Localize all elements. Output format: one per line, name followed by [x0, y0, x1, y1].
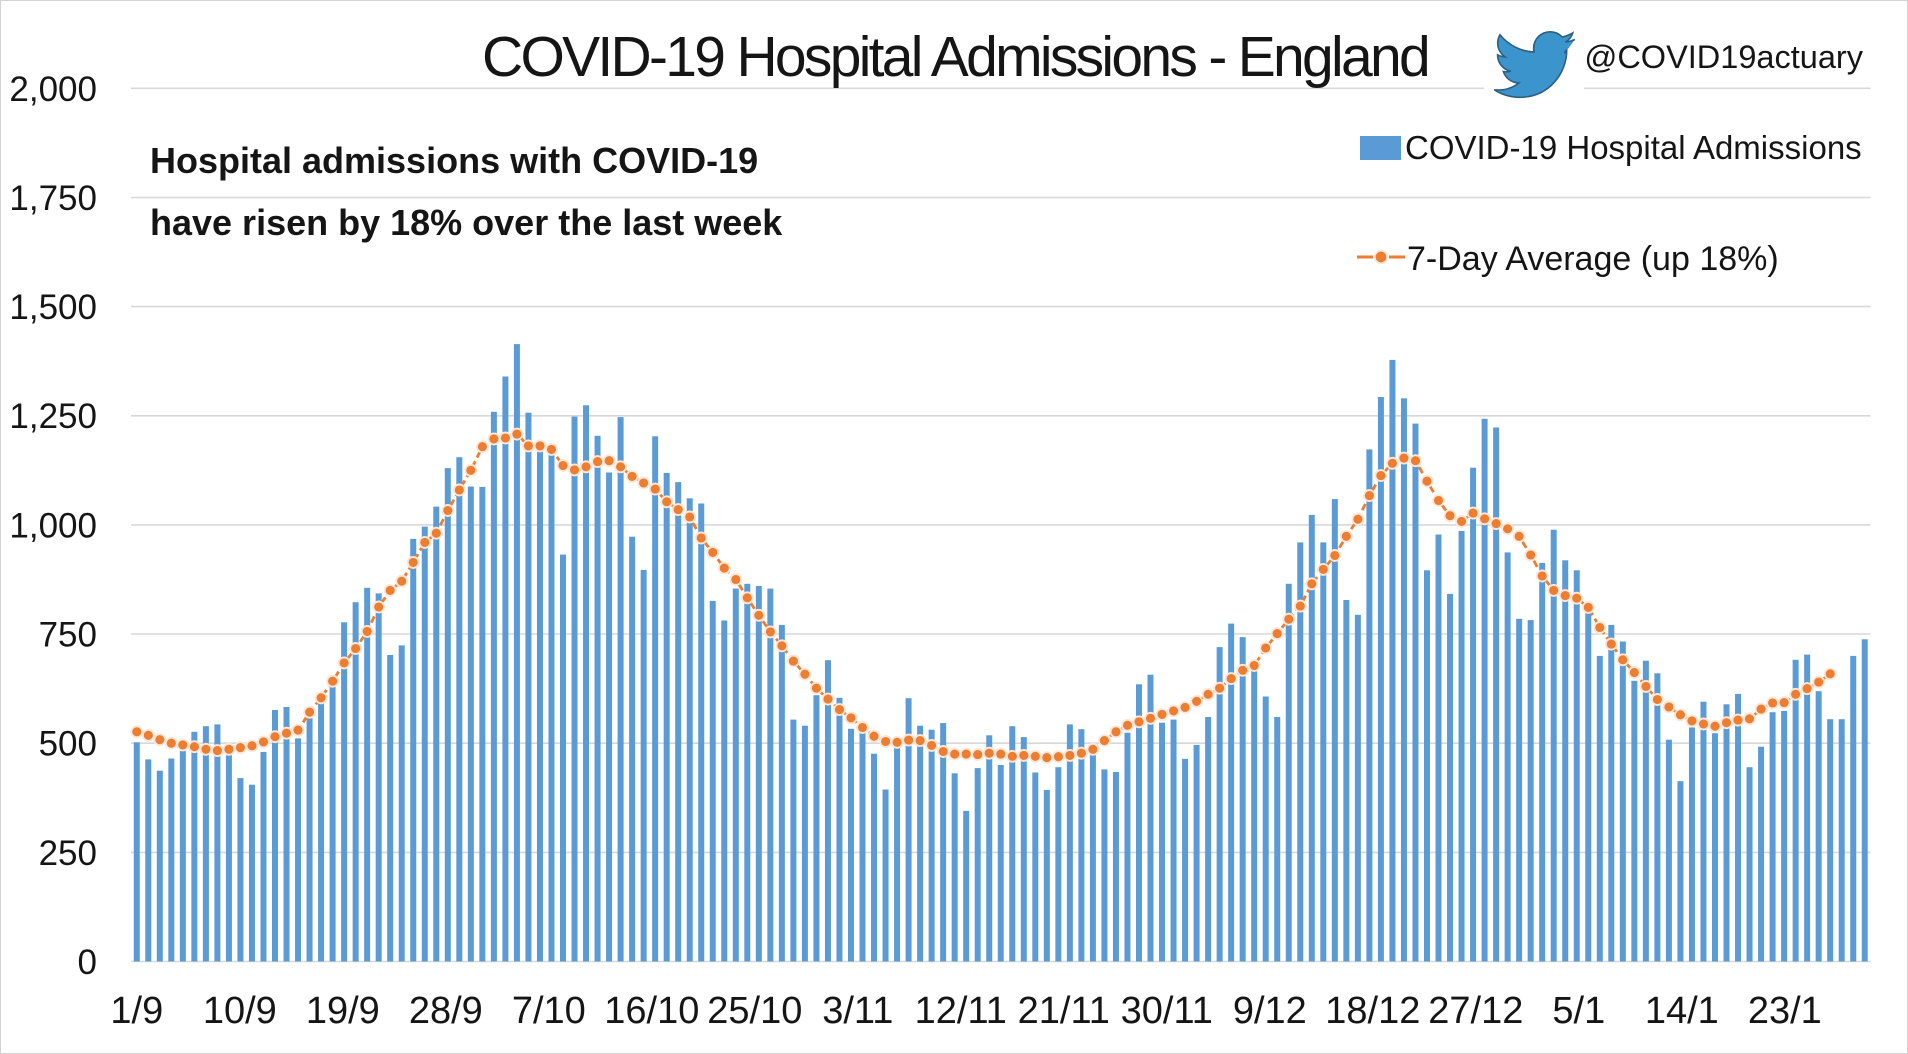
svg-text:3/11: 3/11 — [822, 990, 893, 1032]
svg-text:1,250: 1,250 — [9, 397, 97, 436]
svg-text:2,000: 2,000 — [9, 70, 97, 109]
svg-text:9/12: 9/12 — [1233, 990, 1307, 1032]
svg-text:1,500: 1,500 — [9, 288, 97, 327]
svg-text:250: 250 — [39, 834, 97, 873]
svg-text:30/11: 30/11 — [1121, 990, 1213, 1032]
svg-text:23/1: 23/1 — [1748, 990, 1822, 1032]
svg-text:0: 0 — [78, 943, 97, 982]
svg-text:1,000: 1,000 — [9, 506, 97, 545]
svg-text:28/9: 28/9 — [409, 990, 483, 1032]
svg-text:19/9: 19/9 — [306, 990, 380, 1032]
svg-text:25/10: 25/10 — [707, 990, 802, 1032]
svg-text:500: 500 — [39, 725, 97, 764]
svg-text:14/1: 14/1 — [1645, 990, 1719, 1032]
svg-text:1,750: 1,750 — [9, 179, 97, 218]
svg-text:1/9: 1/9 — [110, 990, 163, 1032]
svg-text:12/11: 12/11 — [915, 990, 1007, 1032]
svg-text:21/11: 21/11 — [1018, 990, 1110, 1032]
svg-text:10/9: 10/9 — [203, 990, 277, 1032]
svg-text:27/12: 27/12 — [1428, 990, 1523, 1032]
svg-text:5/1: 5/1 — [1552, 990, 1605, 1032]
svg-text:7/10: 7/10 — [512, 990, 586, 1032]
svg-text:750: 750 — [39, 616, 97, 655]
svg-text:18/12: 18/12 — [1325, 990, 1420, 1032]
svg-text:16/10: 16/10 — [604, 990, 699, 1032]
